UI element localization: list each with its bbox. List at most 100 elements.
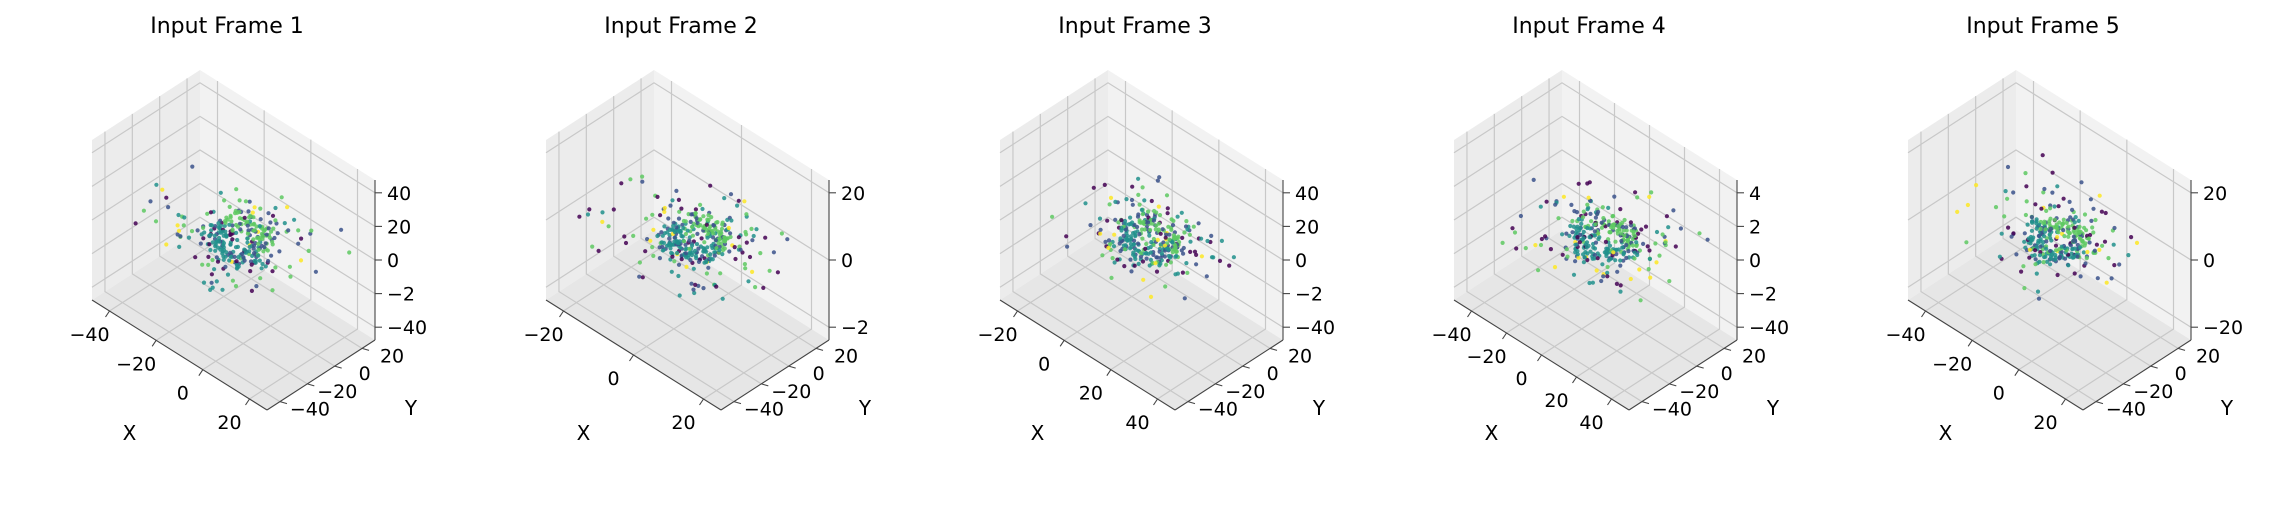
- chart-4-point: [1636, 231, 1641, 236]
- chart-2-point: [628, 177, 633, 182]
- chart-2-point: [651, 253, 656, 258]
- chart-3-point: [1140, 236, 1145, 241]
- chart-3-point: [1166, 224, 1171, 229]
- chart-2-point: [665, 230, 670, 235]
- chart-1-point: [248, 269, 253, 274]
- chart-2-point: [736, 235, 741, 240]
- chart-1-point: [237, 198, 242, 203]
- chart-4-point: [1586, 195, 1591, 200]
- chart-1-point: [215, 259, 221, 264]
- chart-1-point: [221, 254, 226, 259]
- chart-4-point: [1649, 190, 1654, 195]
- chart-4-point: [1620, 245, 1625, 250]
- chart-2-point: [690, 224, 695, 230]
- chart-1-point: [269, 253, 274, 258]
- chart-1-point: [208, 232, 213, 237]
- chart-4-point: [1570, 218, 1575, 224]
- chart-3-point: [1141, 219, 1146, 224]
- chart-4-point: [1591, 245, 1596, 250]
- chart-4-point: [1657, 253, 1662, 258]
- chart-3-point: [1111, 244, 1117, 249]
- chart-5-point: [2024, 199, 2029, 204]
- chart-1-point: [233, 245, 239, 250]
- chart-2-point: [708, 183, 713, 188]
- chart-5-point: [2044, 208, 2049, 213]
- chart-3-point: [1184, 219, 1189, 224]
- chart-2-point: [672, 229, 677, 235]
- chart-1-point: [214, 255, 219, 260]
- chart-5-point: [2033, 202, 2038, 207]
- chart-2-point: [662, 209, 667, 214]
- chart-3-point: [1184, 261, 1189, 266]
- chart-3-point: [1188, 249, 1193, 254]
- chart-1-point: [213, 244, 218, 249]
- chart-3-point: [1131, 252, 1136, 257]
- chart-5-point: [2033, 248, 2038, 253]
- chart-3-x-label: X: [1031, 421, 1045, 445]
- chart-5-point: [2062, 234, 2067, 239]
- chart-5-point: [2052, 217, 2057, 222]
- chart-3-point: [1123, 227, 1128, 232]
- chart-1-point: [287, 264, 292, 269]
- chart-5-point: [1964, 240, 1969, 245]
- chart-5-point: [2102, 239, 2108, 244]
- chart-2-point: [643, 249, 648, 254]
- chart-1-point: [250, 210, 255, 215]
- chart-2-point: [655, 233, 660, 239]
- chart-1-point: [243, 250, 249, 255]
- chart-5-point: [2134, 240, 2140, 245]
- chart-4-point: [1580, 215, 1586, 220]
- chart-1-point: [267, 235, 272, 240]
- chart-5-point: [1997, 254, 2002, 259]
- chart-5-point: [2075, 254, 2080, 259]
- chart-5-point: [2071, 238, 2076, 244]
- chart-5-point: [2090, 225, 2095, 230]
- chart-2-z-tick: −2: [841, 317, 869, 339]
- chart-2-point: [690, 233, 695, 238]
- chart-5-point: [2026, 236, 2031, 241]
- chart-2-point: [705, 245, 710, 250]
- chart-2-point: [692, 290, 697, 296]
- chart-5-point: [2126, 253, 2131, 258]
- chart-2-point: [585, 212, 591, 217]
- chart-1-point: [208, 247, 213, 253]
- chart-3-point: [1091, 185, 1096, 190]
- chart-1-point: [279, 195, 284, 200]
- chart-2-point: [668, 203, 673, 208]
- chart-5-point: [2033, 262, 2038, 267]
- chart-4-point: [1653, 241, 1658, 246]
- chart-3-point: [1181, 251, 1186, 256]
- chart-2-point: [691, 287, 696, 292]
- chart-1-point: [246, 228, 251, 233]
- chart-1-point: [213, 224, 218, 229]
- chart-1-point: [209, 228, 214, 233]
- chart-3-point: [1162, 254, 1167, 259]
- chart-2-point: [702, 260, 707, 265]
- chart-3-point: [1132, 263, 1137, 268]
- chart-3-point: [1113, 199, 1118, 204]
- chart-3-point: [1227, 263, 1232, 268]
- chart-3-point: [1231, 255, 1236, 260]
- chart-5-point: [2034, 244, 2039, 249]
- chart-1-point: [232, 254, 237, 259]
- chart-2-point: [669, 250, 674, 255]
- chart-5-point: [2011, 231, 2016, 236]
- chart-5-point: [2038, 250, 2043, 255]
- chart-1-point: [270, 269, 275, 274]
- chart-5-point: [2099, 209, 2104, 214]
- chart-4-point: [1624, 242, 1629, 248]
- chart-3-point: [1113, 217, 1118, 222]
- chart-4-point: [1585, 251, 1590, 256]
- chart-4-point: [1611, 213, 1616, 219]
- chart-2-point: [695, 231, 700, 236]
- chart-1-point: [230, 228, 235, 233]
- chart-3-point: [1162, 243, 1168, 248]
- chart-4-point: [1581, 236, 1586, 241]
- chart-3-point: [1128, 257, 1133, 262]
- chart-4-point: [1606, 205, 1611, 210]
- chart-5-point: [2091, 206, 2096, 211]
- chart-4-x-tick: 20: [1544, 390, 1568, 412]
- chart-4-z-tick: 0: [1749, 250, 1761, 272]
- chart-4-point: [1621, 252, 1626, 257]
- chart-5-point: [2057, 254, 2062, 259]
